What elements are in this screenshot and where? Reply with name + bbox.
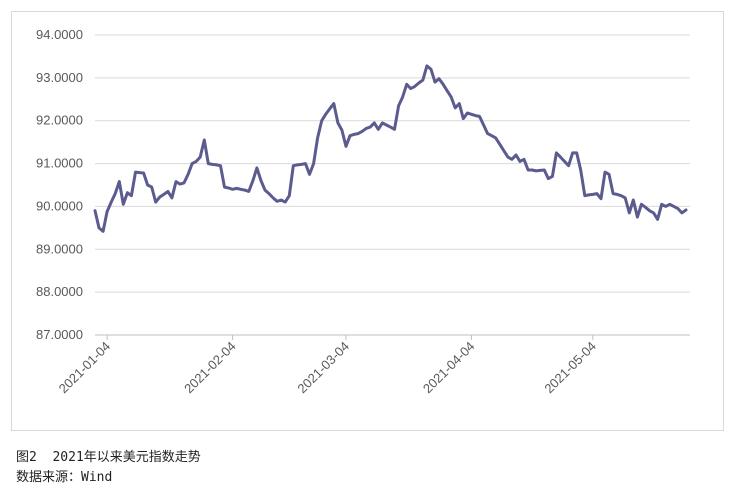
y-tick-labels: 94.0000 93.0000 92.0000 91.0000 90.0000 89.00… (36, 27, 83, 342)
y-tick-label: 88.0000 (36, 284, 83, 299)
axes (95, 334, 690, 340)
line-chart: 94.0000 93.0000 92.0000 91.0000 90.0000 89.00… (36, 27, 690, 397)
data-source-note: 数据来源：Wind (16, 470, 113, 485)
y-tick-label: 94.0000 (36, 27, 83, 42)
series-layer (93, 64, 688, 233)
series-line (93, 64, 688, 233)
x-tick-label: 2021-03-04 (294, 339, 352, 397)
x-tick-label: 2021-05-04 (541, 339, 599, 397)
x-tick-label: 2021-04-04 (420, 339, 478, 397)
x-tick-label: 2021-02-04 (181, 339, 239, 397)
y-tick-label: 91.0000 (36, 156, 83, 171)
y-tick-label: 89.0000 (36, 241, 83, 256)
y-tick-label: 90.0000 (36, 198, 83, 213)
gridlines (95, 34, 690, 293)
y-tick-label: 93.0000 (36, 70, 83, 85)
chart-frame (11, 11, 724, 431)
y-tick-label: 92.0000 (36, 113, 83, 128)
x-tick-labels: 2021-01-04 2021-02-04 2021-03-04 2021-04-04… (56, 339, 599, 397)
x-tick-label: 2021-01-04 (56, 339, 114, 397)
figure-caption: 图2 2021年以来美元指数走势 (16, 450, 201, 465)
y-tick-label: 87.0000 (36, 327, 83, 342)
